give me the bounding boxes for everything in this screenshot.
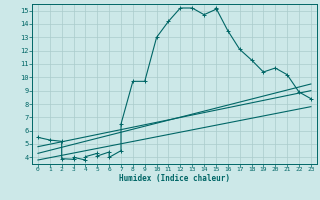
- X-axis label: Humidex (Indice chaleur): Humidex (Indice chaleur): [119, 174, 230, 183]
